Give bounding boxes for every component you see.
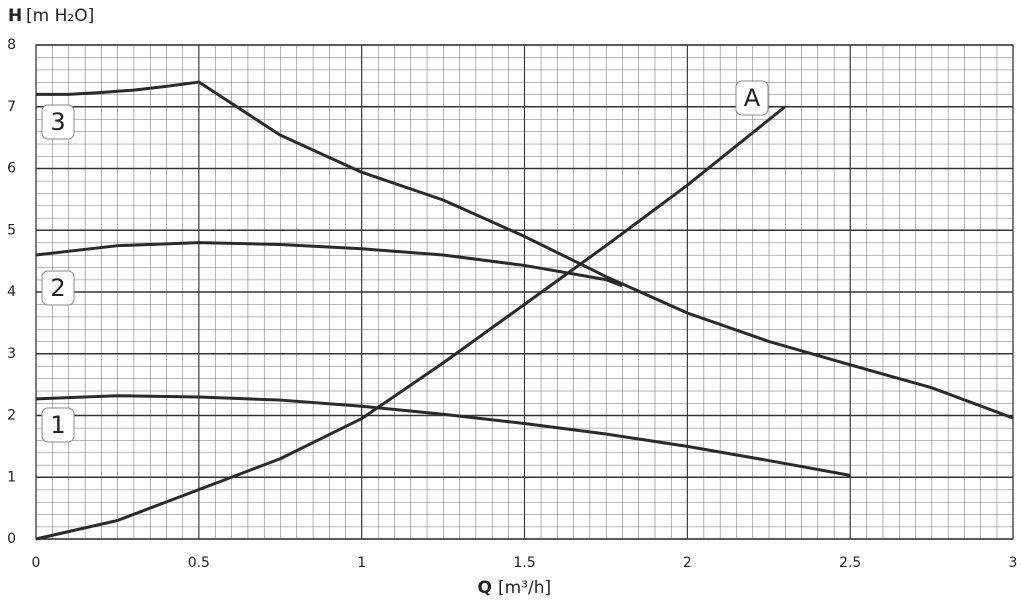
x-tick-label: 0.5 (188, 555, 210, 571)
curve-label: 1 (50, 411, 65, 439)
curve-label-box (41, 407, 75, 443)
x-tick-label: 3 (1009, 555, 1018, 571)
y-tick-label: 6 (7, 161, 16, 177)
y-tick-label: 4 (7, 284, 16, 300)
y-tick-label: 2 (7, 408, 16, 424)
x-tick-label: 1.5 (513, 555, 535, 571)
curve (35, 105, 786, 541)
x-tick-label: 2.5 (839, 555, 861, 571)
y-axis-symbol: H (8, 6, 22, 26)
curve-label: 2 (50, 274, 65, 302)
curve (35, 394, 851, 477)
curve-label-box (41, 270, 75, 306)
curve-label-box (735, 80, 769, 116)
y-tick-label: 7 (7, 99, 16, 115)
curve-label: 3 (50, 108, 65, 136)
x-tick-label: 1 (357, 555, 366, 571)
curve-label: A (744, 84, 761, 112)
plot-frame (35, 44, 1014, 540)
x-axis-unit: [m³/h] (498, 578, 551, 598)
x-axis-symbol: Q (478, 578, 492, 598)
y-axis-unit: [m H₂O] (26, 6, 94, 26)
curve (36, 80, 1014, 420)
y-tick-label: 0 (7, 531, 16, 547)
y-tick-label: 8 (7, 37, 16, 53)
y-tick-label: 1 (7, 469, 16, 485)
x-tick-label: 0 (32, 555, 41, 571)
y-tick-label: 3 (7, 346, 16, 362)
y-tick-label: 5 (7, 222, 16, 238)
curve (35, 241, 623, 288)
x-tick-label: 2 (683, 555, 692, 571)
curve-label-box (41, 104, 75, 140)
